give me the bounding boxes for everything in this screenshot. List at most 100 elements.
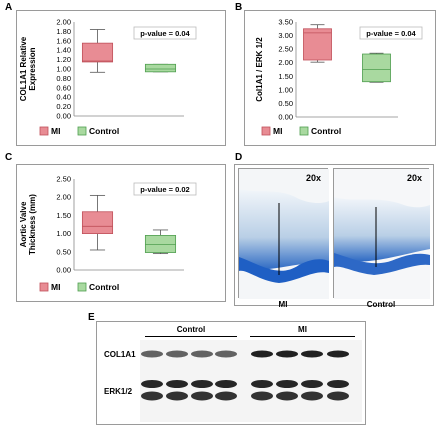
band-erk2-lane-8 xyxy=(327,391,349,401)
y-tick-label-C-4: 2.00 xyxy=(56,193,71,202)
band-erk2-lane-2 xyxy=(166,391,188,401)
box-B-control xyxy=(362,53,391,83)
y-tick-label-B-0: 0.00 xyxy=(278,113,293,122)
band-erk1-lane-2 xyxy=(166,380,188,388)
legend-swatch-B-1 xyxy=(299,126,309,136)
y-axis-label-line: COL1A1 Relative xyxy=(19,36,28,101)
y-axis-label-B: Col1A1 / ERK 1/2 xyxy=(255,37,264,102)
band-col1a1-lane-8 xyxy=(327,350,349,358)
legend-label-B-0: MI xyxy=(273,126,282,136)
y-tick-label-A-6: 1.20 xyxy=(56,55,71,64)
blot-row-col1a1: COL1A1 xyxy=(104,350,136,359)
pvalue-text-B: p-value = 0.04 xyxy=(366,29,416,38)
box-A-mi xyxy=(81,42,114,63)
legend-label-B-1: Control xyxy=(311,126,341,136)
panel-letter-c: C xyxy=(5,152,13,163)
y-tick-label-C-0: 0.00 xyxy=(56,266,71,275)
band-erk2-lane-7 xyxy=(301,391,323,401)
legend-label-A-0: MI xyxy=(51,126,60,136)
band-erk1-lane-6 xyxy=(276,380,298,388)
band-col1a1-lane-7 xyxy=(301,350,323,358)
band-col1a1-lane-2 xyxy=(166,350,188,358)
y-tick-label-A-1: 0.20 xyxy=(56,102,71,111)
pvalue-text-C: p-value = 0.02 xyxy=(140,185,189,194)
band-col1a1-lane-5 xyxy=(251,350,273,358)
y-tick-label-B-3: 1.50 xyxy=(278,72,293,81)
legend-label-C-0: MI xyxy=(51,282,60,292)
y-tick-label-C-5: 2.50 xyxy=(56,175,71,184)
y-tick-label-B-7: 3.50 xyxy=(278,18,293,27)
y-axis-label-line: Col1A1 / ERK 1/2 xyxy=(255,37,264,102)
y-axis-label-C: Aortic ValveThickness (mm) xyxy=(19,194,37,255)
legend-label-C-1: Control xyxy=(89,282,119,292)
y-axis-label-A: COL1A1 RelativeExpression xyxy=(19,36,37,101)
pvalue-box-B xyxy=(359,26,423,40)
micrograph-caption-mi: MI xyxy=(278,300,288,309)
pvalue-text-A: p-value = 0.04 xyxy=(140,29,190,38)
micrograph-mi-image xyxy=(239,169,329,299)
box-C-control xyxy=(144,235,177,253)
y-tick-label-A-5: 1.00 xyxy=(56,65,71,74)
band-erk2-lane-1 xyxy=(141,391,163,401)
box-B-mi xyxy=(303,28,332,61)
y-tick-label-B-2: 1.00 xyxy=(278,85,293,94)
band-col1a1-lane-1 xyxy=(141,350,163,358)
band-erk2-lane-4 xyxy=(215,391,237,401)
panel-letter-b: B xyxy=(235,2,243,13)
pvalue-box-A xyxy=(133,26,197,40)
y-tick-label-A-10: 2.00 xyxy=(56,18,71,27)
legend-swatch-C-1 xyxy=(77,282,87,292)
band-erk1-lane-7 xyxy=(301,380,323,388)
y-tick-label-A-8: 1.60 xyxy=(56,36,71,45)
y-axis-label-line: Thickness (mm) xyxy=(28,194,37,255)
band-erk1-lane-3 xyxy=(191,380,213,388)
y-tick-label-C-2: 1.00 xyxy=(56,229,71,238)
micrograph-control-image xyxy=(334,169,430,299)
legend-swatch-B-0 xyxy=(261,126,271,136)
y-axis-label-line: Expression xyxy=(28,47,37,90)
blot-row-erk: ERK1/2 xyxy=(104,387,133,396)
legend-swatch-A-0 xyxy=(39,126,49,136)
box-C-mi xyxy=(81,211,114,234)
legend-swatch-C-0 xyxy=(39,282,49,292)
y-tick-label-C-3: 1.50 xyxy=(56,211,71,220)
blot-group-control: Control xyxy=(176,325,206,334)
band-erk2-lane-3 xyxy=(191,391,213,401)
blot-group-mi: MI xyxy=(298,325,307,334)
band-erk1-lane-5 xyxy=(251,380,273,388)
band-col1a1-lane-6 xyxy=(276,350,298,358)
y-tick-label-C-1: 0.50 xyxy=(56,247,71,256)
band-col1a1-lane-4 xyxy=(215,350,237,358)
micrograph-caption-control: Control xyxy=(366,300,396,309)
y-tick-label-B-1: 0.50 xyxy=(278,99,293,108)
panel-letter-d: D xyxy=(235,152,243,163)
band-erk1-lane-4 xyxy=(215,380,237,388)
box-A-control xyxy=(144,63,177,73)
micrograph-control: 20x Control xyxy=(333,168,430,309)
band-col1a1-lane-3 xyxy=(191,350,213,358)
blot-group-control-line xyxy=(145,336,237,337)
band-erk2-lane-6 xyxy=(276,391,298,401)
panel-letter-a: A xyxy=(5,2,13,13)
legend-label-A-1: Control xyxy=(89,126,119,136)
y-tick-label-A-7: 1.40 xyxy=(56,46,71,55)
y-tick-label-B-4: 2.00 xyxy=(278,58,293,67)
y-tick-label-A-0: 0.00 xyxy=(56,112,71,121)
y-axis-label-line: Aortic Valve xyxy=(19,201,28,247)
y-tick-label-A-9: 1.80 xyxy=(56,27,71,36)
magnification-label-mi: 20x xyxy=(305,173,321,183)
pvalue-box-C xyxy=(133,182,197,196)
y-tick-label-B-6: 3.00 xyxy=(278,31,293,40)
magnification-label-control: 20x xyxy=(406,173,422,183)
micrograph-mi: 20x MI xyxy=(238,168,329,309)
band-erk1-lane-1 xyxy=(141,380,163,388)
band-erk1-lane-8 xyxy=(327,380,349,388)
blot-group-mi-line xyxy=(250,336,355,337)
y-tick-label-A-2: 0.40 xyxy=(56,93,71,102)
y-tick-label-A-4: 0.80 xyxy=(56,74,71,83)
y-tick-label-B-5: 2.50 xyxy=(278,45,293,54)
y-tick-label-A-3: 0.60 xyxy=(56,83,71,92)
legend-swatch-A-1 xyxy=(77,126,87,136)
